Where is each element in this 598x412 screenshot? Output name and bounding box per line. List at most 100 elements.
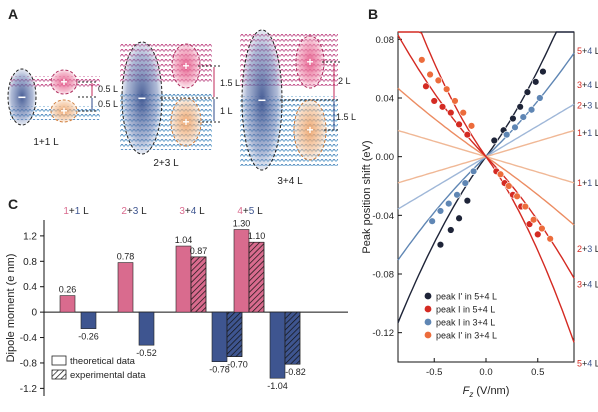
x-axis-label: Fz (V/nm) [463, 385, 510, 399]
bar-experimental-negative [226, 311, 243, 357]
data-point [496, 170, 505, 178]
legend-marker [424, 331, 432, 339]
data-point [529, 216, 538, 224]
group-label: 1+1 L [63, 206, 89, 217]
y-axis-label: Peak position shift (eV) [361, 140, 373, 253]
bar-value-label: -1.04 [267, 381, 288, 391]
electron-cloud [50, 69, 78, 95]
spacing-label: 1.5 L [336, 112, 356, 122]
data-point [503, 130, 511, 139]
bar-theoretical-positive [117, 262, 134, 313]
legend-label-theoretical: theoretical data [70, 356, 136, 367]
bar-experimental-positive [248, 241, 265, 313]
data-point [527, 106, 536, 114]
data-point [436, 240, 445, 249]
bar-value-label: -0.70 [227, 360, 248, 370]
structure-3plus4: + + − 2 L 1.5 L 3+4 L [240, 29, 356, 187]
bar-theoretical-negative [211, 311, 228, 362]
data-point [516, 103, 524, 111]
data-point [461, 179, 469, 187]
plus-sign: + [60, 75, 67, 89]
x-tick-label: 0.5 [531, 367, 544, 378]
series-label-right: 1+1 L [577, 128, 598, 138]
bar-value-label: 0.87 [190, 246, 208, 256]
fit-line [397, 31, 574, 324]
series-label-right: 3+4 L [577, 279, 598, 289]
legend-label-experimental: experimental data [70, 370, 146, 381]
legend-marker [424, 305, 432, 313]
data-point [546, 235, 554, 243]
data-point [531, 78, 540, 86]
panel-c-label: C [8, 196, 19, 212]
data-point [438, 103, 447, 111]
plus-sign: + [182, 115, 189, 129]
bar-value-label: -0.82 [285, 367, 306, 377]
plus-sign: + [60, 104, 67, 118]
hole-cloud [7, 68, 37, 126]
series-label-right: 1+1 L [577, 178, 598, 188]
legend-label: peak I' in 3+4 L [436, 331, 497, 341]
plus-sign: + [306, 55, 313, 69]
data-point [539, 67, 547, 76]
data-point [513, 192, 521, 200]
bar-value-label: -0.52 [136, 348, 157, 358]
bar-experimental-positive [190, 256, 207, 313]
panel-b-label: B [368, 6, 379, 22]
plus-sign: + [306, 123, 313, 137]
bar-value-label: 1.30 [233, 219, 251, 229]
data-point [430, 97, 438, 105]
legend-swatch-theoretical [51, 355, 67, 366]
fit-line [398, 31, 575, 343]
series-label-right: 3+4 L [577, 80, 598, 90]
y-tick-label: 1.2 [23, 231, 37, 242]
data-point [447, 108, 455, 117]
structure-1plus1: + + − 0.5 L 0.5 L 1+1 L [7, 68, 118, 148]
bar-value-label: -0.26 [78, 332, 99, 342]
data-point [442, 85, 451, 93]
bar-theoretical-negative [80, 311, 97, 329]
spacing-label: 0.5 L [98, 99, 118, 109]
data-point [490, 136, 498, 145]
y-tick-label: 0.00 [376, 152, 395, 163]
legend-marker [424, 292, 432, 300]
legend-swatch-experimental [51, 369, 67, 380]
data-point [509, 114, 517, 123]
spacing-label: 2 L [338, 76, 351, 86]
hole-cloud-lower [50, 99, 78, 123]
x-tick-label: 0.0 [479, 367, 492, 378]
data-point [445, 199, 453, 208]
y-tick-label: 0 [31, 308, 37, 319]
data-point [436, 207, 445, 215]
data-point [428, 217, 436, 225]
data-point [463, 130, 472, 139]
spacing-label: 1 L [220, 106, 233, 116]
series-label-right: 2+3 L [577, 100, 598, 110]
legend-label: peak I in 3+4 L [436, 318, 495, 328]
data-point [422, 82, 430, 90]
bar-value-label: 0.78 [117, 252, 135, 262]
data-point [455, 214, 463, 222]
y-tick-label: -0.12 [372, 328, 394, 339]
data-point [523, 88, 532, 96]
data-point [459, 108, 467, 117]
data-point [426, 70, 434, 79]
data-point [463, 196, 472, 205]
structure-name: 3+4 L [277, 176, 303, 187]
series-label-right: 5+4 L [577, 358, 598, 368]
spacing-label: 1.5 L [220, 78, 240, 88]
group-label: 4+5 L [237, 206, 263, 217]
y-tick-label: 0.08 [376, 35, 395, 46]
y-axis-label: Dipole moment (e nm) [5, 254, 17, 363]
structure-name: 1+1 L [33, 137, 59, 148]
bar-value-label: 0.26 [59, 285, 77, 295]
legend-label: peak I' in 5+4 L [436, 292, 497, 302]
bar-experimental-negative [284, 311, 301, 365]
data-point [418, 56, 426, 64]
bar-theoretical-negative [138, 311, 155, 346]
minus-sign: − [138, 90, 146, 106]
minus-sign: − [18, 89, 26, 105]
data-point [434, 76, 443, 85]
bar-value-label: -0.78 [209, 365, 230, 375]
plus-sign: + [182, 59, 189, 73]
data-point [519, 113, 527, 121]
